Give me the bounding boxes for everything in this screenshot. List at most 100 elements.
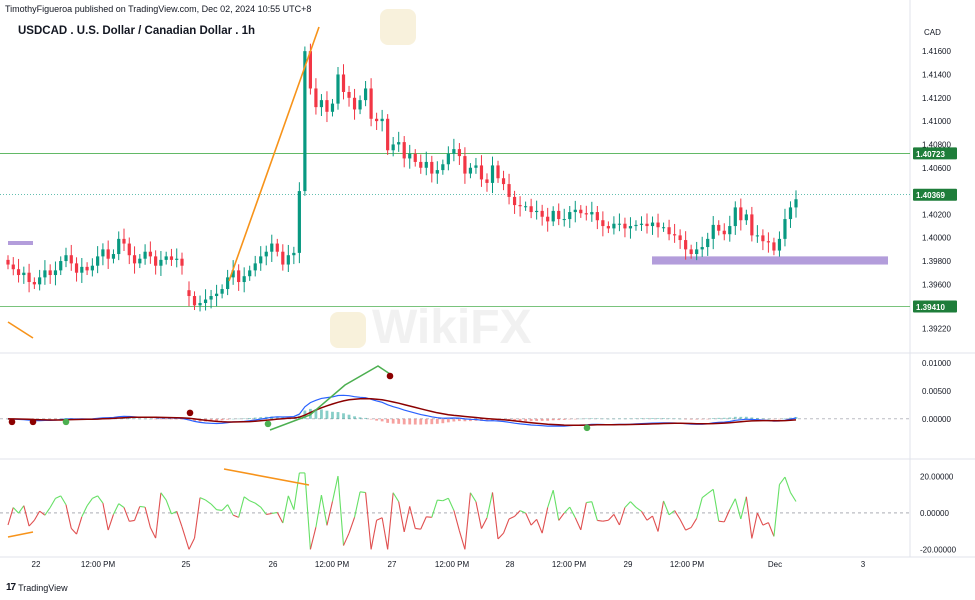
rsi-segment xyxy=(81,505,88,518)
rsi-segment xyxy=(12,507,19,514)
candle-body xyxy=(391,144,395,151)
rsi-segment xyxy=(530,518,538,526)
macd-histogram-bar xyxy=(706,418,710,420)
candle-body xyxy=(794,199,798,208)
candle-body xyxy=(48,270,52,276)
rsi-segment xyxy=(497,532,504,540)
candle-body xyxy=(325,100,329,112)
rsi-segment xyxy=(442,497,449,502)
macd-histogram-bar xyxy=(529,418,533,422)
candle-body xyxy=(220,289,224,294)
macd-histogram-bar xyxy=(590,418,594,419)
footer-brand: TradingView xyxy=(18,582,68,593)
candle-body xyxy=(678,235,682,241)
support-zone-marker xyxy=(8,241,33,245)
candle-body xyxy=(106,249,110,259)
candle-body xyxy=(375,118,379,122)
candle-body xyxy=(226,277,230,290)
rsi-segment xyxy=(790,492,797,502)
rsi-segment xyxy=(97,495,104,504)
macd-histogram-bar xyxy=(744,416,748,419)
rsi-segment xyxy=(707,488,714,494)
candle-body xyxy=(419,161,423,168)
candle-body xyxy=(237,270,241,283)
rsi-segment xyxy=(751,512,758,539)
candle-body xyxy=(132,255,137,264)
macd-histogram-bar xyxy=(408,418,412,425)
trendline-rsi-divergence xyxy=(223,468,310,486)
rsi-segment xyxy=(28,519,35,527)
candle-body xyxy=(424,161,428,168)
price-tick-label: 1.41600 xyxy=(922,47,951,56)
rsi-segment xyxy=(779,476,786,485)
macd-line xyxy=(7,394,797,427)
rsi-segment xyxy=(469,492,477,502)
macd-histogram-bar xyxy=(154,418,158,420)
candle-body xyxy=(717,224,721,231)
macd-histogram-bar xyxy=(170,418,173,420)
rsi-segment xyxy=(480,517,488,529)
rsi-segment xyxy=(762,522,769,526)
rsi-segment xyxy=(597,519,603,522)
candle-body xyxy=(612,223,616,229)
rsi-segment xyxy=(409,506,416,529)
rsi-segment xyxy=(541,507,549,534)
candle-body xyxy=(308,51,312,89)
candle-body xyxy=(101,249,105,257)
macd-histogram-bar xyxy=(242,418,246,419)
chart-title: USDCAD . U.S. Dollar / Canadian Dollar .… xyxy=(18,25,256,37)
rsi-segment xyxy=(674,510,681,520)
candle-body xyxy=(507,184,511,197)
candle-body xyxy=(518,205,522,207)
price-axis-unit: CAD xyxy=(924,28,941,37)
rsi-segment xyxy=(376,517,383,521)
candle-body xyxy=(463,156,467,174)
macd-histogram-bar xyxy=(325,410,329,419)
rsi-segment xyxy=(102,503,109,531)
time-tick-label: 3 xyxy=(861,560,866,569)
macd-histogram-bar xyxy=(618,418,621,420)
macd-histogram-bar xyxy=(772,418,776,420)
candle-body xyxy=(524,206,528,208)
macd-histogram-bar xyxy=(364,417,367,419)
macd-histogram-bar xyxy=(645,418,649,419)
macd-histogram-bar xyxy=(314,409,318,419)
macd-histogram-bar xyxy=(402,418,406,425)
candle-body xyxy=(143,251,147,259)
candle-body xyxy=(32,282,36,285)
candle-body xyxy=(562,219,566,221)
rsi-segment xyxy=(70,528,77,535)
rsi-segment xyxy=(243,496,251,502)
candle-body xyxy=(27,272,31,283)
support-zone-box xyxy=(652,256,888,265)
time-tick-label: 12:00 PM xyxy=(81,560,116,569)
candle-body xyxy=(474,165,478,168)
rsi-segment xyxy=(304,472,311,550)
rsi-segment xyxy=(282,495,289,524)
macd-histogram-bar xyxy=(513,418,516,422)
time-tick-label: 26 xyxy=(269,560,278,569)
candle-body xyxy=(231,270,235,278)
candle-body xyxy=(397,142,401,145)
macd-histogram-bar xyxy=(159,418,163,420)
rsi-segment xyxy=(756,512,764,526)
rsi-segment xyxy=(591,501,598,521)
price-tick-label: 1.39800 xyxy=(922,257,951,266)
candle-body xyxy=(777,238,782,251)
candle-body xyxy=(667,227,671,235)
rsi-segment xyxy=(86,498,93,507)
macd-histogram-bar xyxy=(430,418,434,425)
macd-histogram-bar xyxy=(629,418,632,420)
macd-histogram-bar xyxy=(164,418,168,420)
candle-body xyxy=(209,296,213,300)
candle-body xyxy=(695,249,699,255)
candle-body xyxy=(64,255,68,262)
rsi-tick-label: 20.00000 xyxy=(920,473,954,482)
candle-body xyxy=(297,191,301,253)
price-label-level-lower: 1.39410 xyxy=(916,303,945,312)
rsi-segment xyxy=(613,514,620,526)
time-tick-label: 22 xyxy=(32,560,41,569)
candle-body xyxy=(292,252,296,256)
macd-histogram-bar xyxy=(59,418,63,420)
